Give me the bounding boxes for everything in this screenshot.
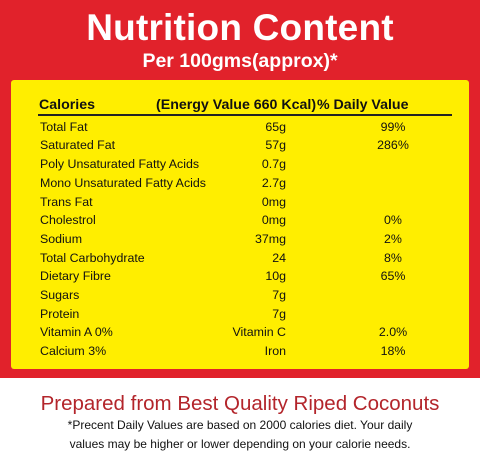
nutrient-name: Vitamin A 0% (40, 325, 113, 339)
footnote: *Precent Daily Values are based on 2000 … (40, 416, 440, 454)
nutrient-daily-value: 18% (380, 344, 406, 358)
nutrient-amount: Iron (264, 344, 286, 358)
nutrient-amount: 37mg (255, 232, 286, 246)
page-title: Nutrition Content (86, 7, 394, 48)
table-row: Cholestrol 0mg 0% (0, 211, 480, 229)
header-calories: Calories (39, 97, 95, 113)
nutrient-name: Calcium 3% (40, 344, 107, 358)
footnote-line-2: values may be higher or lower depending … (69, 437, 411, 451)
table-row: Poly Unsaturated Fatty Acids 0.7g (0, 155, 480, 173)
nutrient-name: Saturated Fat (40, 138, 116, 152)
header-daily-value: % Daily Value (317, 97, 409, 113)
page-subtitle: Per 100gms(approx)* (142, 50, 338, 72)
nutrient-name: Sodium (40, 232, 83, 246)
nutrient-daily-value: 286% (377, 138, 409, 152)
table-row: Sugars 7g (0, 286, 480, 304)
table-row: Vitamin A 0% Vitamin C 2.0% (0, 323, 480, 341)
table-row: Protein 7g (0, 305, 480, 323)
table-row: Sodium 37mg 2% (0, 230, 480, 248)
nutrient-daily-value: 8% (384, 251, 402, 265)
footnote-line-1: *Precent Daily Values are based on 2000 … (67, 418, 413, 432)
nutrient-amount: 57g (265, 138, 286, 152)
nutrient-amount: 0.7g (261, 157, 286, 171)
nutrient-name: Cholestrol (40, 213, 96, 227)
nutrient-name: Mono Unsaturated Fatty Acids (40, 176, 206, 190)
nutrient-amount: 10g (265, 269, 286, 283)
nutrient-daily-value: 65% (380, 269, 406, 283)
table-row: Mono Unsaturated Fatty Acids 2.7g (0, 174, 480, 192)
table-row: Total Carbohydrate 24 8% (0, 249, 480, 267)
nutrient-amount: 2.7g (261, 176, 286, 190)
nutrient-amount: 7g (272, 307, 286, 321)
table-row: Saturated Fat 57g 286% (0, 136, 480, 154)
nutrient-name: Trans Fat (40, 195, 93, 209)
nutrient-daily-value: 0% (384, 213, 402, 227)
nutrition-panel (11, 80, 469, 369)
nutrient-daily-value: 2% (384, 232, 402, 246)
nutrient-amount: 0mg (261, 213, 286, 227)
nutrient-name: Total Fat (40, 120, 88, 134)
table-row: Calcium 3% Iron 18% (0, 342, 480, 360)
header-divider (38, 114, 452, 116)
header-energy-value: (Energy Value 660 Kcal) (156, 97, 317, 113)
nutrient-name: Poly Unsaturated Fatty Acids (40, 157, 200, 171)
nutrient-amount: 0mg (261, 195, 286, 209)
nutrient-amount: Vitamin C (232, 325, 286, 339)
nutrient-name: Protein (40, 307, 80, 321)
prepared-tagline: Prepared from Best Quality Riped Coconut… (40, 392, 440, 415)
nutrient-daily-value: 99% (380, 120, 406, 134)
nutrient-name: Dietary Fibre (40, 269, 111, 283)
table-row: Total Fat 65g 99% (0, 118, 480, 136)
nutrient-name: Total Carbohydrate (40, 251, 145, 265)
nutrient-amount: 24 (272, 251, 286, 265)
nutrient-name: Sugars (40, 288, 80, 302)
table-row: Dietary Fibre 10g 65% (0, 267, 480, 285)
nutrient-amount: 7g (272, 288, 286, 302)
nutrient-amount: 65g (265, 120, 286, 134)
nutrient-daily-value: 2.0% (378, 325, 408, 339)
table-row: Trans Fat 0mg (0, 193, 480, 211)
